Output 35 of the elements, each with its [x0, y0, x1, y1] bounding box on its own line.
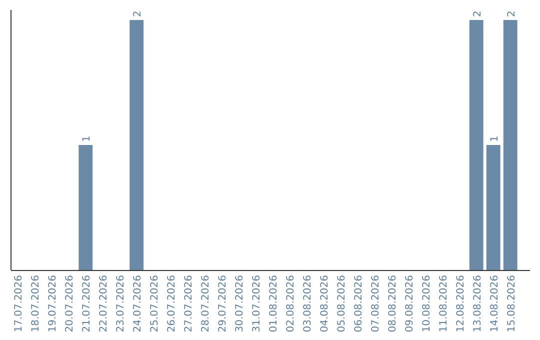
x-tick-label: 15.08.2026 [506, 275, 518, 332]
x-tick-label: 10.08.2026 [421, 275, 432, 332]
x-tick-label: 25.07.2026 [150, 275, 161, 332]
x-tick-label: 14.08.2026 [489, 275, 500, 332]
x-tick-label: 09.08.2026 [404, 275, 416, 332]
x-tick-label: 27.07.2026 [184, 275, 195, 332]
data-label: 2 [506, 10, 518, 17]
x-tick-label: 22.07.2026 [98, 275, 110, 332]
x-tick-label: 07.08.2026 [370, 275, 382, 332]
x-tick-label: 02.08.2026 [285, 275, 296, 332]
x-tick-label: 03.08.2026 [302, 275, 314, 332]
x-tick-label: 23.07.2026 [116, 275, 127, 332]
x-tick-label: 31.07.2026 [252, 275, 263, 332]
x-tick-label: 18.07.2026 [30, 275, 42, 332]
x-tick-label: 17.07.2026 [14, 275, 25, 332]
x-tick-label: 08.08.2026 [387, 275, 398, 332]
x-tick-label: 24.07.2026 [132, 275, 144, 332]
x-tick-label: 20.07.2026 [64, 275, 76, 332]
data-label: 1 [82, 136, 93, 142]
x-tick-label: 12.08.2026 [455, 275, 466, 332]
x-tick-label: 11.08.2026 [438, 275, 450, 332]
x-tick-label: 01.08.2026 [268, 275, 280, 332]
x-tick-label: 26.07.2026 [166, 275, 178, 332]
data-label: 1 [489, 136, 500, 142]
x-tick-label: 30.07.2026 [234, 275, 246, 332]
x-tick-label: 06.08.2026 [353, 275, 364, 332]
x-tick-label: 13.08.2026 [472, 275, 484, 332]
data-label: 2 [132, 10, 144, 17]
x-tick-label: 04.08.2026 [319, 275, 330, 332]
x-tick-label: 28.07.2026 [200, 275, 212, 332]
x-tick-label: 05.08.2026 [336, 275, 348, 332]
x-tick-label: 29.07.2026 [218, 275, 229, 332]
data-label: 2 [472, 10, 484, 17]
x-tick-label: 19.07.2026 [48, 275, 59, 332]
x-tick-label: 21.07.2026 [82, 275, 93, 332]
